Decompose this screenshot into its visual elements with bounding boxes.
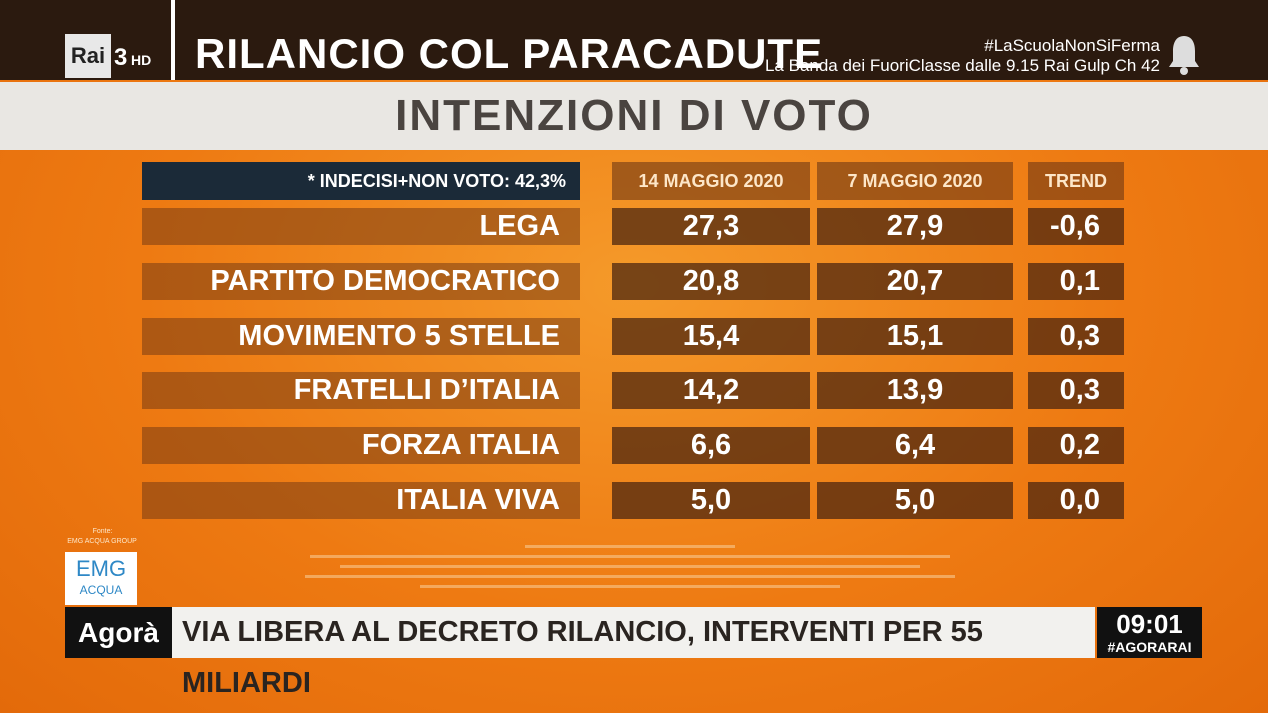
value-cell: 5,0 (612, 482, 810, 519)
source-label: Fonte: (92, 528, 113, 535)
value-cell: 0,1 (1028, 262, 1124, 300)
headline: VIA LIBERA AL DECRETO RILANCIO, INTERVEN… (172, 607, 1095, 699)
show-logo: Agorà (65, 607, 172, 658)
top-bar (0, 0, 1268, 80)
show-hashtag: #AGORARAI (1107, 639, 1192, 655)
party-name: FRATELLI D’ITALIA (142, 372, 580, 410)
value-cell: 20,8 (612, 262, 810, 300)
bell-icon (1169, 36, 1199, 75)
logo-bottom: ACQUA (79, 583, 123, 597)
channel-suffix: HD (131, 52, 152, 68)
party-name: FORZA ITALIA (142, 427, 580, 465)
value-cell: 14,2 (612, 372, 810, 410)
value-cell: -0,6 (1028, 208, 1124, 245)
value-cell: 5,0 (817, 482, 1013, 519)
value-cell: 13,9 (817, 372, 1013, 410)
title: RILANCIO COL PARACADUTE (195, 30, 824, 77)
value-cell: 15,4 (612, 317, 810, 355)
party-name: MOVIMENTO 5 STELLE (142, 317, 580, 355)
party-name: ITALIA VIVA (142, 482, 580, 519)
logo-top: EMG (75, 556, 127, 581)
fine-print (305, 545, 955, 588)
value-cell: 6,6 (612, 427, 810, 465)
value-cell: 0,0 (1028, 482, 1124, 519)
clock-box (1097, 607, 1202, 658)
source-name: EMG ACQUA GROUP (67, 538, 137, 545)
value-cell: 27,3 (612, 208, 810, 245)
note: * INDECISI+NON VOTO: 42,3% (142, 162, 580, 200)
column-header: 14 MAGGIO 2020 (612, 162, 810, 200)
value-cell: 15,1 (817, 317, 1013, 355)
promo: La Banda dei FuoriClasse dalle 9.15 Rai … (764, 56, 1160, 75)
channel-logo: Rai (65, 34, 111, 78)
clock: 09:01 (1116, 609, 1183, 639)
party-name: PARTITO DEMOCRATICO (142, 262, 580, 300)
value-cell: 27,9 (817, 208, 1013, 245)
hashtag: #LaScuolaNonSiFerma (984, 36, 1160, 55)
value-cell: 6,4 (817, 427, 1013, 465)
channel-number: 3 (114, 44, 128, 71)
value-cell: 0,2 (1028, 427, 1124, 465)
value-cell: 0,3 (1028, 372, 1124, 410)
section-title: INTENZIONI DI VOTO (0, 82, 1268, 150)
value-cell: 20,7 (817, 262, 1013, 300)
column-header: 7 MAGGIO 2020 (817, 162, 1013, 200)
divider (171, 0, 175, 80)
party-name: LEGA (142, 208, 580, 245)
value-cell: 0,3 (1028, 317, 1124, 355)
source-logo (65, 552, 137, 605)
column-header: TREND (1028, 162, 1124, 200)
